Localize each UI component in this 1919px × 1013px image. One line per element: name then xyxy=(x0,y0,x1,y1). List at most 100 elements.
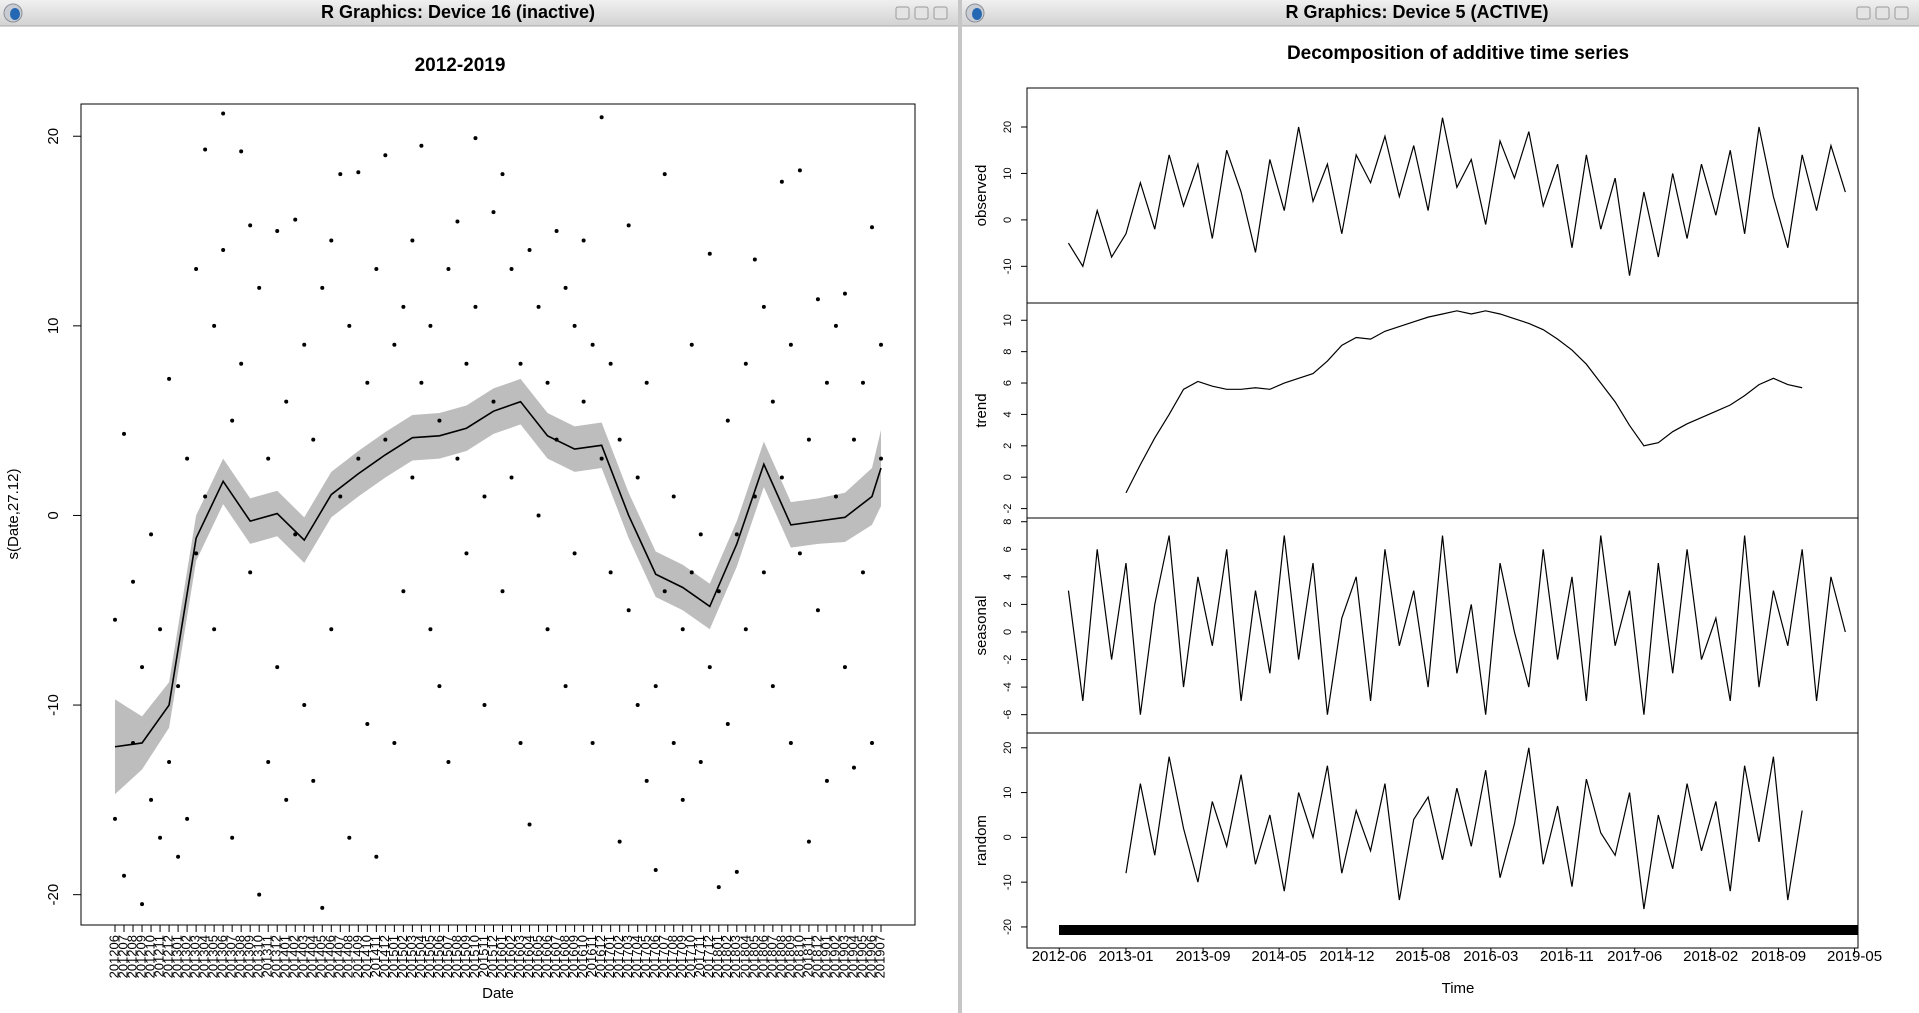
y-tick-label: 10 xyxy=(1002,167,1014,179)
x-tick-label: 201403 xyxy=(296,935,311,978)
x-tick-label: 2018-09 xyxy=(1751,948,1806,965)
data-point xyxy=(122,431,127,436)
data-point xyxy=(419,143,424,148)
x-tick-label: 2019-05 xyxy=(1827,948,1882,965)
data-point xyxy=(824,380,829,385)
data-point xyxy=(752,257,757,262)
maximize-button[interactable] xyxy=(914,6,929,20)
close-button[interactable] xyxy=(933,6,948,20)
x-tick-label: 201704 xyxy=(629,935,644,978)
data-point xyxy=(167,376,172,381)
data-point xyxy=(311,437,316,442)
series-line xyxy=(1067,535,1846,715)
data-point xyxy=(554,229,559,234)
data-point xyxy=(797,551,802,556)
data-point xyxy=(833,323,838,328)
x-axis-label: Date xyxy=(482,985,514,1002)
x-tick-label: 201208 xyxy=(124,935,139,978)
x-tick-label: 201902 xyxy=(827,935,842,978)
data-point xyxy=(653,868,658,873)
x-tick-label: 201301 xyxy=(170,935,185,978)
data-point xyxy=(338,494,343,499)
data-point xyxy=(662,589,667,594)
minimize-button[interactable] xyxy=(895,6,910,20)
x-tick-label: 201806 xyxy=(755,935,770,978)
data-point xyxy=(581,399,586,404)
r-logo-mark xyxy=(972,8,982,20)
x-tick-label: 201812 xyxy=(809,935,824,978)
x-tick-label: 201710 xyxy=(683,935,698,978)
data-point xyxy=(590,342,595,347)
x-tick-label: 201609 xyxy=(566,935,581,978)
data-point xyxy=(491,399,496,404)
data-point xyxy=(599,456,604,461)
close-button[interactable] xyxy=(1894,6,1909,20)
x-tick-label: 201511 xyxy=(476,935,491,977)
data-point xyxy=(716,589,721,594)
minimize-button[interactable] xyxy=(1856,6,1871,20)
data-point xyxy=(302,342,307,347)
data-point xyxy=(797,168,802,173)
x-tick-label: 201906 xyxy=(863,935,878,978)
panel-label: observed xyxy=(973,165,990,227)
data-point xyxy=(410,238,415,243)
x-tick-label: 201705 xyxy=(638,935,653,978)
x-tick-label: 201310 xyxy=(251,935,266,978)
data-point xyxy=(410,475,415,480)
x-tick-label: 201611 xyxy=(584,935,599,977)
data-point xyxy=(545,380,550,385)
data-point xyxy=(437,684,442,689)
x-tick-label: 201312 xyxy=(269,935,284,978)
data-point xyxy=(770,684,775,689)
plot-frame xyxy=(80,103,916,926)
x-tick-label: 201406 xyxy=(323,935,338,978)
x-tick-label: 201501 xyxy=(386,935,401,978)
data-point xyxy=(527,247,532,252)
x-tick-label: 201302 xyxy=(179,935,194,978)
data-point xyxy=(518,740,523,745)
data-point xyxy=(374,854,379,859)
data-point xyxy=(860,380,865,385)
x-tick-label: 201703 xyxy=(620,935,635,978)
data-point xyxy=(842,665,847,670)
data-point xyxy=(779,179,784,184)
x-tick-label: 201405 xyxy=(314,935,329,978)
panel-label: random xyxy=(973,815,990,866)
maximize-button[interactable] xyxy=(1875,6,1890,20)
y-tick-label: 4 xyxy=(1002,411,1014,417)
x-tick-label: 201307 xyxy=(224,935,239,978)
data-point xyxy=(644,778,649,783)
data-point xyxy=(770,399,775,404)
y-tick-label: 0 xyxy=(1002,217,1014,223)
series-line xyxy=(1125,310,1803,494)
x-tick-label: 201303 xyxy=(188,935,203,978)
data-point xyxy=(626,608,631,613)
data-point xyxy=(500,172,505,177)
y-tick-label: 2 xyxy=(1002,443,1014,449)
data-point xyxy=(482,703,487,708)
x-tick-label: 201211 xyxy=(151,935,166,977)
data-point xyxy=(212,627,217,632)
x-tick-label: 201702 xyxy=(611,935,626,978)
data-point xyxy=(329,627,334,632)
data-point xyxy=(446,759,451,764)
y-tick-label: 8 xyxy=(1002,349,1014,355)
panel-label: seasonal xyxy=(973,595,990,655)
data-point xyxy=(320,285,325,290)
y-tick-label: 4 xyxy=(1002,574,1014,580)
data-point xyxy=(491,210,496,215)
data-point xyxy=(662,172,667,177)
data-point xyxy=(239,361,244,366)
data-point xyxy=(536,513,541,518)
data-point xyxy=(788,342,793,347)
title-bar xyxy=(962,0,1919,26)
data-point xyxy=(707,665,712,670)
data-point xyxy=(230,835,235,840)
data-point xyxy=(266,759,271,764)
data-point xyxy=(743,627,748,632)
window-title: R Graphics: Device 5 (ACTIVE) xyxy=(1285,2,1548,22)
data-point xyxy=(482,494,487,499)
y-tick-label: -10 xyxy=(1002,258,1014,274)
data-point xyxy=(635,475,640,480)
data-point xyxy=(284,399,289,404)
